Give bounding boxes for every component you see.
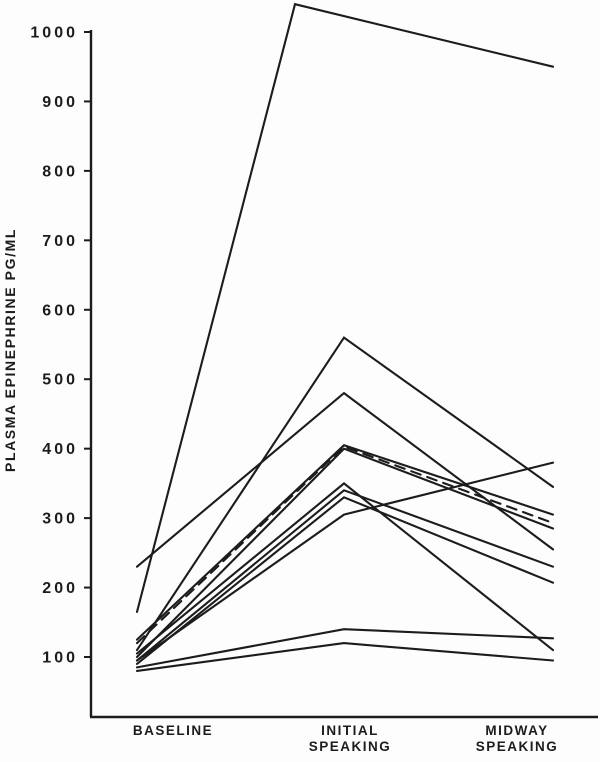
data-line [135,461,555,662]
y-tick-label: 300 [42,511,78,528]
data-line [135,489,555,662]
y-tick-label: 900 [42,94,78,111]
y-tick-label: 400 [42,441,78,458]
y-axis-ticks: 100 200 300 400 500 600 700 800 900 1000 [30,25,92,667]
data-lines [135,2,555,672]
y-tick-label: 600 [42,302,78,319]
y-tick-label: 700 [42,233,78,250]
x-category-label: SPEAKING [476,739,559,754]
y-axis-title: PLASMA EPINEPHRINE PG/ML [2,228,18,472]
data-line [135,628,555,669]
data-line [135,642,555,672]
data-line [135,496,555,665]
data-line [135,447,555,659]
data-line [135,391,555,568]
x-category-label: BASELINE [133,723,213,738]
mean-dashed-line [135,445,555,645]
x-category-label: MIDWAY [485,723,548,738]
y-tick-label: 500 [42,372,78,389]
y-tick-label: 200 [42,580,78,597]
data-line [135,2,555,613]
data-line [135,444,555,641]
y-tick-label: 1000 [30,25,78,42]
x-category-label: INITIAL [321,723,379,738]
data-line [135,336,555,652]
x-category-label: SPEAKING [309,739,392,754]
y-tick-label: 800 [42,163,78,180]
y-tick-label: 100 [42,650,78,667]
data-line [135,482,555,655]
